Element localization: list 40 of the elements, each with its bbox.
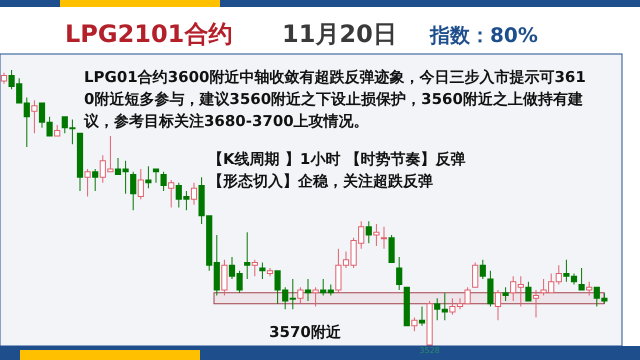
candlestick <box>532 290 540 318</box>
annotation: 【形态切入】企稳，关注超跌反弹 <box>208 172 433 190</box>
candlestick <box>304 278 312 302</box>
candlestick <box>525 281 532 302</box>
candlestick <box>586 281 592 296</box>
candlestick <box>297 286 304 304</box>
candlestick <box>259 262 266 280</box>
chart-subtitle: 11月20日 <box>282 20 397 48</box>
candlestick <box>190 182 198 206</box>
annotation: LPG01合约3600附近中轴收敛有超跌反弹迹象，今日三步入市提示可3610附近短多参与，建议3560附近之下设止损保护，3560附近之上做持有建议，参考目标关注3680-3700上攻情况。 <box>83 68 586 130</box>
candlestick <box>84 168 91 197</box>
chart-title: LPG2101合约 <box>65 20 232 48</box>
candlestick <box>472 262 478 288</box>
candlestick <box>494 290 502 321</box>
candlestick <box>480 259 486 280</box>
candlestick <box>396 256 402 290</box>
candlestick <box>160 171 167 192</box>
text: 指数：80% <box>429 23 538 47</box>
candlestick <box>31 100 38 134</box>
annotation: 3528 <box>419 346 440 355</box>
candlestick <box>244 232 250 280</box>
candlestick <box>54 124 60 136</box>
candlestick <box>152 168 160 184</box>
candlestick <box>418 306 426 326</box>
candlestick <box>0 72 8 84</box>
candlestick <box>373 224 380 246</box>
annotation: 【K线周期 】1小时 【时势节奏】反弹 <box>208 150 466 168</box>
candlestick <box>168 180 174 208</box>
candlestick <box>138 168 144 200</box>
candlestick <box>578 268 585 290</box>
candlestick <box>252 259 258 277</box>
band-label: 3570附近 <box>269 323 342 341</box>
candlestick <box>130 171 136 211</box>
candlestick <box>502 286 509 302</box>
candlestick <box>92 168 98 192</box>
candlestick <box>145 166 152 189</box>
candlestick <box>366 220 372 244</box>
candlestick <box>312 286 319 307</box>
candlestick <box>411 317 418 332</box>
candlestick <box>380 226 388 250</box>
